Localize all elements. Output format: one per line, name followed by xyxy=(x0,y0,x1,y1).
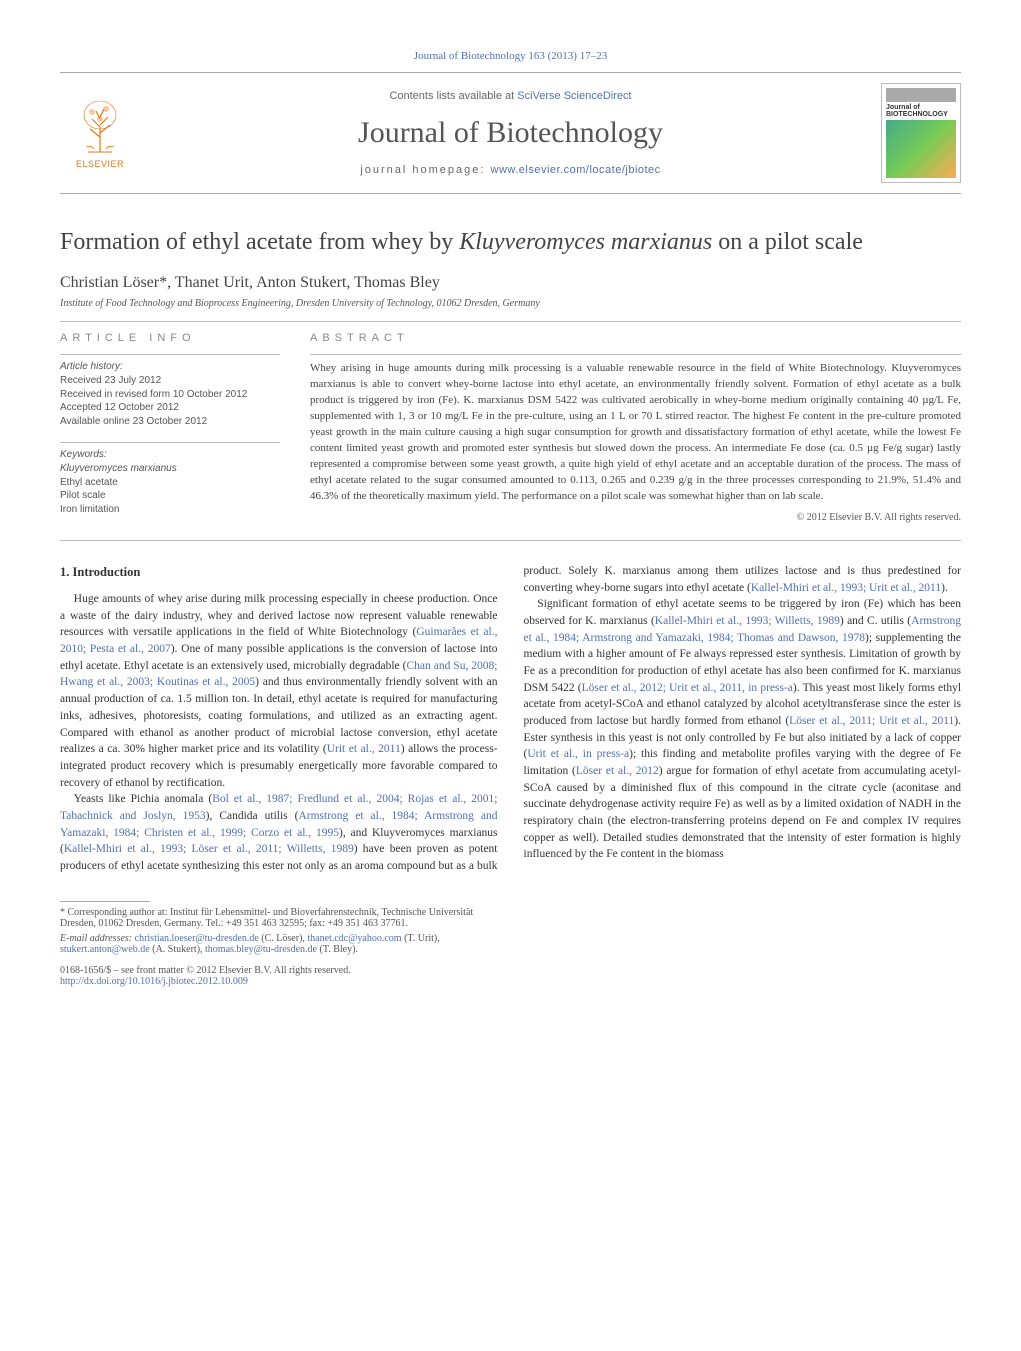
citation-link[interactable]: Löser et al., 2012; Urit et al., 2011, i… xyxy=(582,682,793,694)
issn-line: 0168-1656/$ – see front matter © 2012 El… xyxy=(60,965,498,976)
article-title: Formation of ethyl acetate from whey by … xyxy=(60,229,961,256)
email-name: (A. Stukert), xyxy=(150,944,205,955)
masthead: ELSEVIER Contents lists available at Sci… xyxy=(60,72,961,194)
journal-reference: Journal of Biotechnology 163 (2013) 17–2… xyxy=(60,50,961,62)
citation-link[interactable]: Christen et al., 1999; Corzo et al., 199… xyxy=(144,827,339,839)
body-paragraph: Huge amounts of whey arise during milk p… xyxy=(60,591,498,791)
citation-link[interactable]: Kallel-Mhiri et al., 1993; Urit et al., … xyxy=(751,582,941,594)
journal-cover-thumbnail: Journal ofBIOTECHNOLOGY xyxy=(881,83,961,183)
email-link[interactable]: thanet.cdc@yahoo.com xyxy=(307,933,401,944)
email-name: (T. Bley). xyxy=(317,944,358,955)
keywords-title: Keywords: xyxy=(60,449,280,460)
homepage-prefix: journal homepage: xyxy=(360,164,490,176)
history-online: Available online 23 October 2012 xyxy=(60,415,280,429)
keyword: Pilot scale xyxy=(60,489,280,503)
citation-link[interactable]: Urit et al., in press-a xyxy=(527,748,629,760)
body-paragraph: Significant formation of ethyl acetate s… xyxy=(524,596,962,863)
history-revised: Received in revised form 10 October 2012 xyxy=(60,388,280,402)
email-link[interactable]: christian.loeser@tu-dresden.de xyxy=(135,933,259,944)
abstract-heading: ABSTRACT xyxy=(310,332,961,344)
body-text: ) and C. utilis ( xyxy=(840,615,911,627)
publisher-logo: ELSEVIER xyxy=(60,93,140,173)
title-part2: on a pilot scale xyxy=(712,229,863,255)
citation-link[interactable]: Löser et al., 2012 xyxy=(576,765,659,777)
history-title: Article history: xyxy=(60,361,280,372)
email-link[interactable]: stukert.anton@web.de xyxy=(60,944,150,955)
email-link[interactable]: thomas.bley@tu-dresden.de xyxy=(205,944,317,955)
doi-link[interactable]: http://dx.doi.org/10.1016/j.jbiotec.2012… xyxy=(60,976,248,987)
email-name: (T. Urit), xyxy=(402,933,440,944)
author-list: Christian Löser*, Thanet Urit, Anton Stu… xyxy=(60,274,961,292)
elsevier-tree-icon xyxy=(70,97,130,157)
contents-available-line: Contents lists available at SciVerse Sci… xyxy=(155,90,866,102)
body-text: ), Candida utilis ( xyxy=(206,810,299,822)
body-text: ) argue for formation of ethyl acetate f… xyxy=(524,765,962,860)
journal-title: Journal of Biotechnology xyxy=(155,116,866,150)
citation-link[interactable]: Kallel-Mhiri et al., 1993; Willetts, 198… xyxy=(655,615,840,627)
history-received: Received 23 July 2012 xyxy=(60,374,280,388)
title-part1: Formation of ethyl acetate from whey by xyxy=(60,229,459,255)
body-text: ). xyxy=(941,582,948,594)
contents-prefix: Contents lists available at xyxy=(389,90,517,102)
keyword: Kluyveromyces marxianus xyxy=(60,462,280,476)
body-text: Yeasts like Pichia anomala ( xyxy=(74,793,212,805)
cover-label: BIOTECHNOLOGY xyxy=(886,111,948,118)
corresponding-author-note: * Corresponding author at: Institut für … xyxy=(60,907,498,929)
keyword: Ethyl acetate xyxy=(60,476,280,490)
article-body: 1. Introduction Huge amounts of whey ari… xyxy=(60,563,961,875)
journal-homepage-line: journal homepage: www.elsevier.com/locat… xyxy=(155,164,866,176)
publisher-name: ELSEVIER xyxy=(76,159,124,169)
article-info-heading: ARTICLE INFO xyxy=(60,332,280,344)
citation-link[interactable]: Kallel-Mhiri et al., 1993; Löser et al.,… xyxy=(64,843,354,855)
affiliation: Institute of Food Technology and Bioproc… xyxy=(60,298,961,309)
email-label: E-mail addresses: xyxy=(60,933,135,944)
copyright-line: © 2012 Elsevier B.V. All rights reserved… xyxy=(310,512,961,523)
abstract-text: Whey arising in huge amounts during milk… xyxy=(310,361,961,504)
citation-link[interactable]: Löser et al., 2011; Urit et al., 2011 xyxy=(789,715,954,727)
keyword: Iron limitation xyxy=(60,503,280,517)
title-species: Kluyveromyces marxianus xyxy=(459,229,712,255)
email-name: (C. Löser), xyxy=(259,933,308,944)
cover-superlabel: Journal of xyxy=(886,104,920,111)
citation-link[interactable]: Urit et al., 2011 xyxy=(327,743,401,755)
section-heading-introduction: 1. Introduction xyxy=(60,563,498,581)
sciencedirect-link[interactable]: SciVerse ScienceDirect xyxy=(517,90,631,102)
history-accepted: Accepted 12 October 2012 xyxy=(60,401,280,415)
homepage-link[interactable]: www.elsevier.com/locate/jbiotec xyxy=(491,164,661,176)
divider xyxy=(60,321,961,322)
